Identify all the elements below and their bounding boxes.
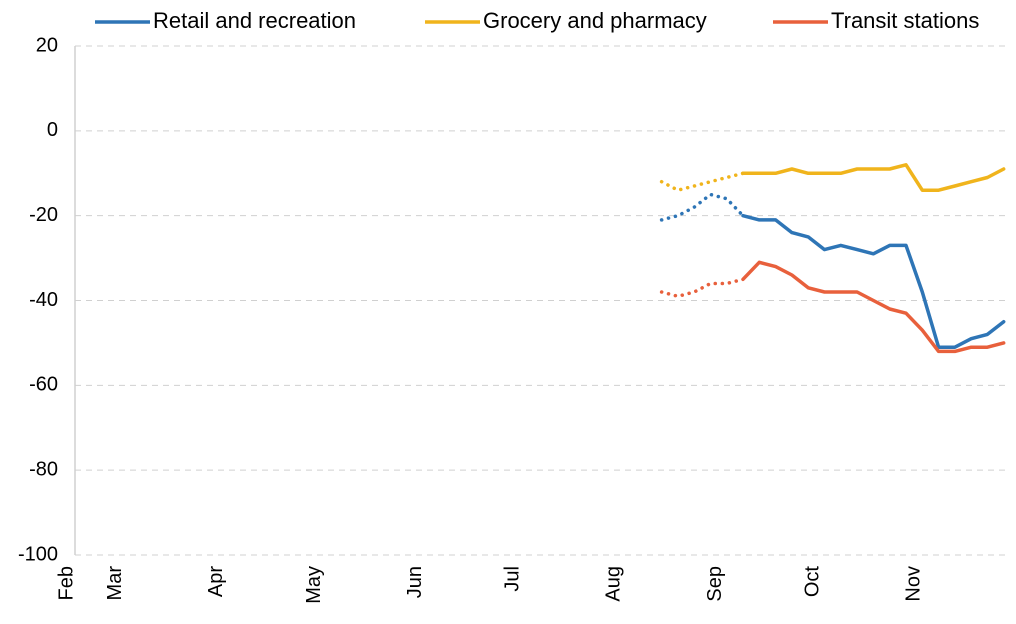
y-tick-label: -20 — [29, 204, 58, 226]
x-tick-label: Sep — [704, 566, 726, 602]
y-tick-label: 0 — [47, 119, 58, 141]
y-tick-label: -40 — [29, 289, 58, 311]
series-line — [741, 163, 1006, 192]
x-tick-label: Nov — [903, 566, 925, 602]
series-line — [741, 213, 1006, 349]
x-tick-label: Mar — [104, 566, 126, 601]
x-tick-label: Apr — [205, 566, 227, 597]
x-tick-label: Jul — [502, 566, 524, 592]
x-tick-label: Oct — [802, 566, 824, 598]
x-tick-label: May — [303, 566, 325, 604]
y-tick-label: 20 — [36, 34, 58, 56]
x-tick-label: Aug — [603, 566, 625, 602]
legend-label: Grocery and pharmacy — [483, 8, 707, 33]
series-line — [659, 192, 745, 222]
series-line — [659, 277, 745, 299]
series-line — [659, 171, 745, 192]
legend-label: Retail and recreation — [153, 8, 356, 33]
x-tick-label: Jun — [404, 566, 426, 598]
series-line — [741, 260, 1006, 354]
y-tick-label: -100 — [18, 543, 58, 565]
y-tick-label: -80 — [29, 458, 58, 480]
y-tick-label: -60 — [29, 374, 58, 396]
legend-label: Transit stations — [831, 8, 979, 33]
x-tick-label: Feb — [55, 566, 77, 600]
